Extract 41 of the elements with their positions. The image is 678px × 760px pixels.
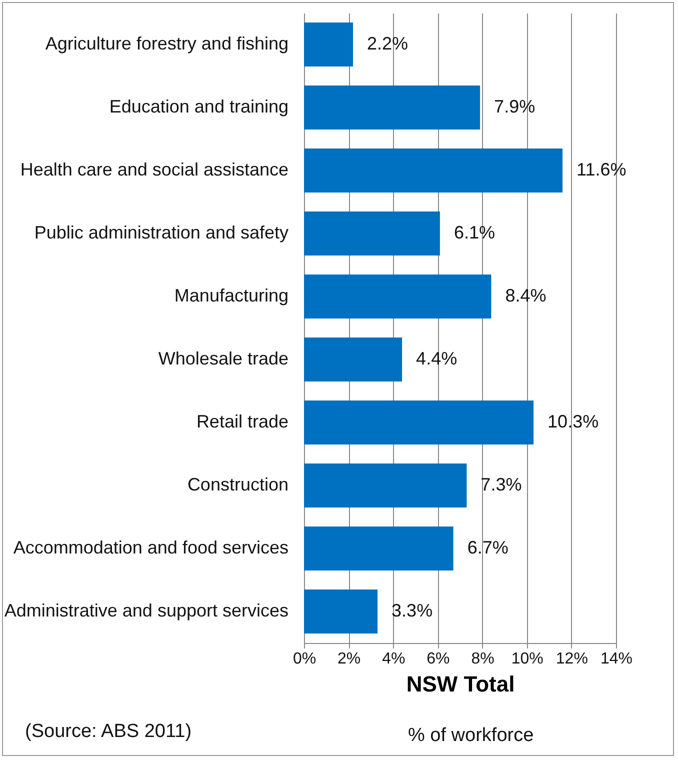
x-tick-label: 14% bbox=[600, 650, 633, 668]
bar bbox=[304, 337, 402, 382]
data-label: 6.7% bbox=[467, 538, 508, 558]
y-tick-label: Education and training bbox=[109, 96, 288, 116]
x-tick-label: 12% bbox=[556, 650, 588, 668]
y-tick-label: Agriculture forestry and fishing bbox=[45, 34, 288, 54]
x-tick-label: 2% bbox=[338, 650, 361, 668]
x-tick-label: 10% bbox=[511, 650, 544, 668]
bar bbox=[304, 463, 467, 508]
data-label: 11.6% bbox=[576, 160, 626, 180]
y-tick-label: Health care and social assistance bbox=[20, 160, 288, 180]
x-tick-label: 8% bbox=[471, 650, 494, 668]
bar bbox=[304, 589, 378, 634]
x-tick-label: 6% bbox=[426, 650, 450, 668]
y-tick-label: Wholesale trade bbox=[158, 348, 288, 368]
x-axis-title: NSW Total bbox=[406, 672, 515, 696]
y-tick-label: Retail trade bbox=[196, 412, 288, 432]
bar bbox=[304, 274, 492, 319]
data-label: 8.4% bbox=[505, 286, 546, 306]
data-label: 2.2% bbox=[367, 34, 408, 54]
bar bbox=[304, 85, 480, 130]
bar bbox=[304, 22, 354, 67]
y-tick-label: Manufacturing bbox=[174, 286, 288, 306]
bar bbox=[304, 148, 563, 193]
y-tick-label: Administrative and support services bbox=[4, 600, 288, 620]
bar bbox=[304, 526, 454, 571]
x-tick-label: 0% bbox=[292, 650, 316, 668]
y-tick-label: Construction bbox=[187, 474, 288, 494]
data-label: 7.3% bbox=[480, 474, 522, 494]
bar bbox=[304, 400, 534, 445]
data-label: 6.1% bbox=[454, 222, 495, 242]
bar bbox=[304, 211, 440, 256]
data-label: 7.9% bbox=[494, 96, 536, 116]
x-tick-label: 4% bbox=[382, 650, 406, 668]
y-tick-label: Public administration and safety bbox=[34, 222, 288, 242]
data-label: 3.3% bbox=[392, 600, 433, 620]
data-label: 4.4% bbox=[416, 348, 458, 368]
data-label: 10.3% bbox=[548, 412, 599, 432]
y-tick-label: Accommodation and food services bbox=[13, 538, 288, 558]
text: % of workforce bbox=[408, 725, 534, 747]
text: (Source: ABS 2011) bbox=[25, 721, 192, 743]
